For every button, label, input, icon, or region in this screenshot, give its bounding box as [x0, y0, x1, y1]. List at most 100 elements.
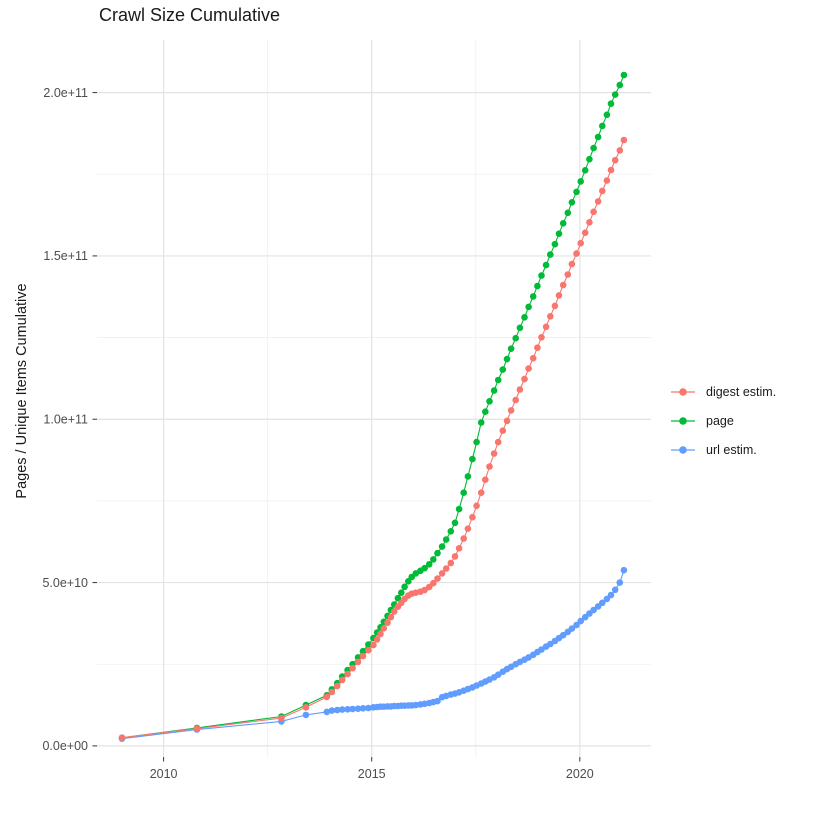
data-point: [559, 220, 567, 227]
data-point: [568, 625, 576, 632]
data-point: [616, 81, 624, 89]
data-point: [118, 734, 126, 741]
data-point: [551, 240, 559, 248]
data-point: [577, 617, 584, 625]
data-point: [398, 589, 405, 596]
data-point: [328, 707, 336, 714]
data-point: [344, 706, 351, 713]
data-point: [525, 303, 532, 311]
data-point: [577, 178, 584, 185]
data-point: [525, 365, 532, 372]
data-point: [434, 697, 441, 705]
legend-key-icon: [671, 445, 695, 454]
data-point: [512, 334, 519, 342]
data-point: [568, 199, 576, 206]
data-point: [354, 658, 362, 666]
data-point: [380, 625, 388, 632]
data-point: [464, 525, 472, 532]
svg-text:1.5e+11: 1.5e+11: [43, 249, 88, 263]
data-point: [425, 561, 433, 568]
data-point: [354, 705, 362, 712]
data-point: [547, 251, 554, 258]
data-point: [365, 646, 372, 654]
legend-item-digest-estim: digest estim.: [668, 377, 776, 406]
legend: digest estim. page url estim.: [668, 377, 776, 464]
data-point: [373, 636, 381, 643]
data-point: [573, 621, 580, 629]
data-point: [581, 167, 589, 174]
legend-item-page: page: [668, 406, 776, 435]
series-digest-estim: [118, 136, 628, 741]
grid-major: [97, 40, 651, 757]
data-point: [442, 536, 450, 543]
data-point: [486, 463, 493, 470]
data-point: [338, 676, 346, 684]
data-point: [451, 519, 459, 527]
data-point: [365, 641, 372, 648]
svg-text:2010: 2010: [150, 767, 178, 781]
legend-key-icon: [671, 387, 695, 396]
data-point: [620, 71, 628, 79]
data-point: [482, 408, 489, 416]
data-point: [323, 693, 331, 701]
data-point: [594, 133, 602, 141]
data-point: [451, 553, 459, 560]
data-point: [534, 282, 541, 290]
data-point: [473, 438, 480, 446]
data-point: [603, 595, 611, 603]
data-point: [529, 293, 537, 300]
data-point: [469, 455, 476, 463]
data-point: [349, 664, 356, 672]
data-point: [577, 239, 584, 247]
series-page: [118, 71, 628, 741]
data-point: [620, 136, 628, 144]
data-point: [516, 324, 524, 332]
data-point: [503, 417, 511, 425]
data-point: [460, 489, 468, 497]
data-point: [442, 565, 450, 572]
data-point: [607, 100, 615, 107]
data-point: [547, 313, 554, 320]
data-point: [564, 209, 572, 217]
data-point: [333, 682, 341, 690]
data-point: [486, 398, 493, 405]
data-point: [387, 613, 395, 621]
data-point: [482, 476, 489, 484]
data-point: [499, 366, 507, 373]
data-point: [573, 250, 580, 257]
data-point: [401, 583, 408, 591]
svg-text:0.0e+00: 0.0e+00: [42, 739, 88, 753]
data-point: [607, 591, 615, 599]
series-line: [121, 570, 625, 740]
data-point: [581, 229, 589, 236]
data-point: [425, 583, 433, 591]
data-point: [564, 271, 572, 278]
data-point: [538, 272, 545, 279]
series-url-estim: [118, 566, 628, 742]
data-point: [555, 230, 563, 237]
data-point: [430, 556, 437, 563]
svg-text:2015: 2015: [358, 767, 386, 781]
x-axis-tick-labels: 2010 2015 2020: [150, 767, 594, 781]
data-point: [430, 579, 437, 587]
data-point: [302, 711, 310, 719]
data-point: [529, 354, 537, 362]
grid-minor: [97, 40, 651, 757]
svg-text:5.0e+10: 5.0e+10: [42, 576, 88, 590]
data-point: [349, 705, 356, 713]
data-point: [438, 570, 446, 577]
data-point: [460, 535, 468, 542]
legend-item-url-estim: url estim.: [668, 435, 776, 464]
data-point: [542, 323, 550, 331]
data-point: [607, 166, 615, 174]
data-point: [394, 594, 402, 602]
data-point: [333, 706, 341, 714]
data-point: [434, 575, 441, 582]
data-point: [473, 502, 480, 510]
data-point: [616, 147, 624, 154]
chart-title: Crawl Size Cumulative: [99, 5, 281, 25]
data-point: [455, 505, 463, 513]
y-axis-title: Pages / Unique Items Cumulative: [14, 283, 30, 499]
